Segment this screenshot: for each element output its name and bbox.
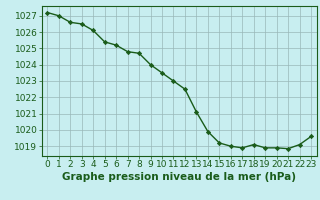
X-axis label: Graphe pression niveau de la mer (hPa): Graphe pression niveau de la mer (hPa) (62, 172, 296, 182)
